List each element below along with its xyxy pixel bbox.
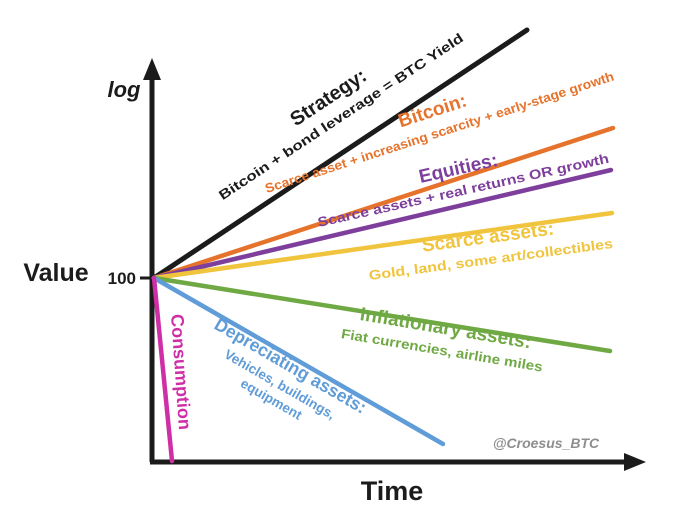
y-tick-100-label: 100 bbox=[108, 269, 136, 288]
consumption-label-group: Consumption bbox=[167, 313, 195, 430]
scarce-assets-label-group: Scarce assets: Gold, land, some art/coll… bbox=[368, 219, 614, 283]
log-scale-label: log bbox=[108, 77, 142, 102]
watermark: @Croesus_BTC bbox=[493, 435, 600, 451]
inflationary-line bbox=[151, 275, 613, 354]
inflationary-label-group: Inflationary assets: Fiat currencies, ai… bbox=[340, 304, 544, 375]
scarce-assets-line bbox=[151, 210, 615, 281]
y-axis-title: Value bbox=[23, 259, 88, 287]
depreciating-line bbox=[151, 275, 446, 447]
strategy-line bbox=[151, 27, 530, 281]
x-axis-arrow-icon bbox=[624, 453, 646, 471]
consumption-title: Consumption bbox=[167, 313, 195, 430]
bitcoin-line bbox=[151, 125, 616, 281]
equities-line bbox=[151, 167, 614, 281]
x-axis-title: Time bbox=[361, 476, 424, 506]
consumption-line bbox=[151, 275, 175, 464]
y-axis-arrow-icon bbox=[143, 58, 161, 80]
